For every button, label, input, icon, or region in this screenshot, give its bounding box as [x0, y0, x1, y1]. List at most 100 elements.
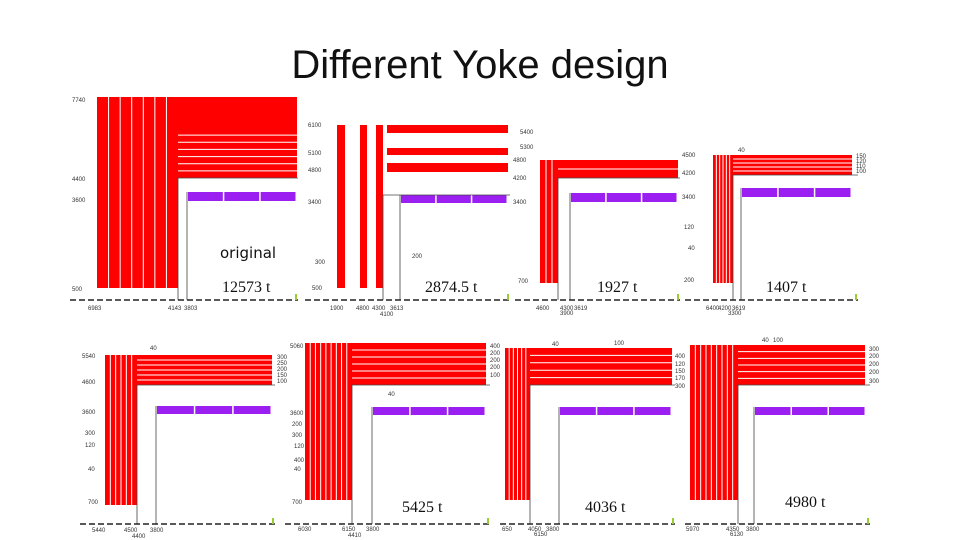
dimension-label: 6400 — [706, 306, 720, 312]
weight-label: 4980 t — [785, 494, 826, 511]
dimension-label: 5540 — [82, 354, 96, 360]
dimension-label: 100 — [773, 338, 784, 344]
dimension-label: 4300 — [372, 306, 386, 312]
dimension-label: 40 — [688, 246, 695, 252]
dimension-label: 3800 — [150, 528, 164, 534]
red-block — [178, 128, 297, 178]
marker — [487, 518, 489, 524]
marker — [272, 518, 274, 524]
purple-bar — [410, 407, 447, 415]
dimension-label: 3800 — [746, 527, 760, 533]
dimension-label: 200 — [292, 422, 303, 428]
dimension-label: 5400 — [520, 130, 534, 136]
dimension-label: 500 — [72, 287, 83, 293]
dimension-label: 4200 — [682, 171, 696, 177]
dimension-label: 3900 — [560, 311, 574, 317]
dimension-label: 40 — [738, 148, 745, 154]
dimension-label: 4800 — [356, 306, 370, 312]
red-block — [387, 125, 508, 133]
red-block — [360, 125, 367, 288]
weight-label: 2874.5 t — [425, 279, 478, 296]
dimension-label: 5440 — [92, 528, 106, 534]
purple-bar — [560, 407, 596, 415]
dimension-label: 200 — [412, 254, 423, 260]
dimension-label: 200 — [869, 362, 880, 368]
dimension-label: 3619 — [732, 306, 746, 312]
purple-bar — [472, 195, 507, 203]
dimension-label: 200 — [869, 354, 880, 360]
dimension-label: 300 — [315, 260, 326, 266]
dimension-label: 200 — [277, 367, 288, 373]
dimension-label: 500 — [312, 286, 323, 292]
dimension-label: 5970 — [686, 527, 700, 533]
red-block — [376, 125, 383, 288]
purple-bar — [260, 192, 296, 201]
dimension-label: 4143 — [168, 306, 182, 312]
marker — [295, 294, 297, 300]
dimension-label: 3300 — [728, 311, 742, 317]
dimension-label: 400 — [490, 344, 501, 350]
purple-bar — [829, 407, 865, 415]
dimension-label: 100 — [856, 169, 867, 175]
purple-bar — [233, 406, 271, 414]
dimension-label: 150 — [856, 154, 867, 160]
dimension-label: 4400 — [132, 534, 146, 540]
dimension-label: 300 — [869, 379, 880, 385]
purple-bar — [634, 407, 671, 415]
marker — [855, 294, 857, 300]
dimension-label: 40 — [150, 346, 157, 352]
dimension-label: 300 — [292, 433, 303, 439]
dimension-label: 3600 — [72, 198, 86, 204]
dimension-label: 150 — [675, 369, 686, 375]
dimension-label: 6130 — [730, 532, 744, 538]
dimension-label: 3803 — [184, 306, 198, 312]
dimension-label: 40 — [88, 467, 95, 473]
weight-label: 5425 t — [402, 499, 443, 516]
dimension-label: 120 — [294, 444, 305, 450]
dimension-label: 4200 — [513, 176, 527, 182]
dimension-label: 700 — [88, 500, 99, 506]
dimension-label: 5300 — [520, 145, 534, 151]
dimension-label: 3613 — [390, 306, 404, 312]
dimension-label: 3800 — [366, 527, 380, 533]
dimension-label: 300 — [869, 347, 880, 353]
marker — [677, 294, 679, 300]
dimension-label: 1900 — [330, 306, 344, 312]
dimension-label: 200 — [490, 365, 501, 371]
title: Different Yoke design — [291, 43, 668, 87]
red-block — [387, 148, 508, 155]
dimension-label: 4600 — [82, 380, 96, 386]
dimension-label: 6100 — [308, 123, 322, 129]
dimension-label: 4500 — [124, 528, 138, 534]
dimension-label: 120 — [85, 443, 96, 449]
red-block — [540, 160, 558, 283]
dimension-label: 150 — [277, 373, 288, 379]
marker — [867, 518, 869, 524]
dimension-label: 7740 — [72, 98, 86, 104]
dimension-label: 200 — [490, 351, 501, 357]
dimension-label: 100 — [490, 373, 501, 379]
purple-bar — [597, 407, 634, 415]
dimension-label: 3619 — [574, 306, 588, 312]
purple-bar — [188, 192, 223, 201]
dimension-label: 650 — [502, 527, 513, 533]
dimension-label: 3600 — [82, 410, 96, 416]
dimension-label: 3400 — [308, 200, 322, 206]
dimension-label: 400 — [675, 354, 686, 360]
purple-bar — [448, 407, 485, 415]
weight-label: 4036 t — [585, 499, 626, 516]
purple-bar — [792, 407, 828, 415]
dimension-label: 300 — [85, 431, 96, 437]
dimension-label: 250 — [277, 361, 288, 367]
dimension-label: 300 — [277, 355, 288, 361]
purple-bar — [373, 407, 410, 415]
weight-label: 1407 t — [766, 279, 807, 296]
purple-bar — [571, 193, 606, 202]
dimension-label: 6150 — [534, 532, 548, 538]
purple-bar — [436, 195, 471, 203]
marker — [672, 518, 674, 524]
purple-bar — [755, 407, 791, 415]
dimension-label: 4600 — [536, 306, 550, 312]
dimension-label: 5100 — [308, 151, 322, 157]
panel-label: original — [220, 244, 276, 262]
